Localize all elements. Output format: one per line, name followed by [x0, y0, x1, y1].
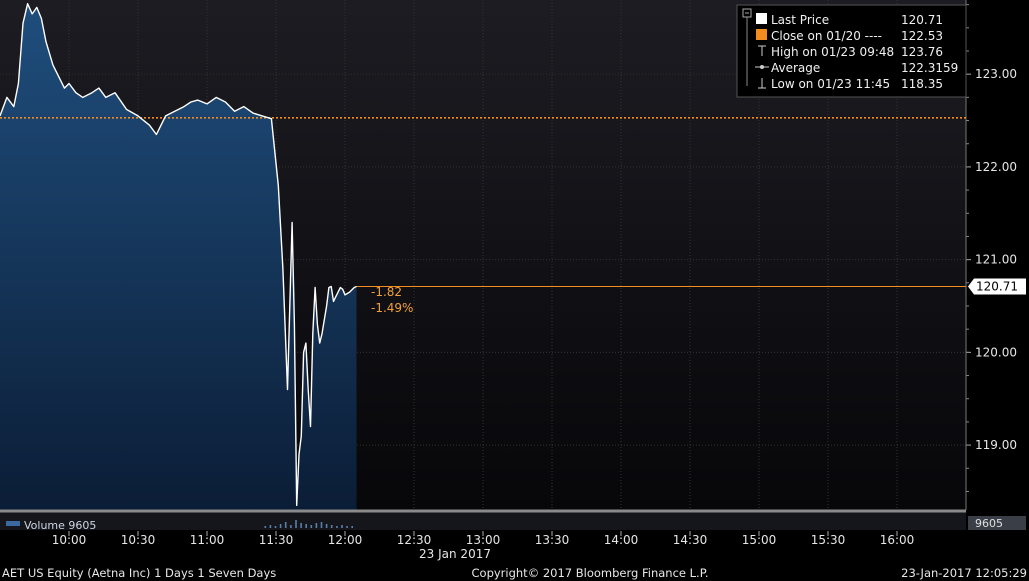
y-axis-ticks: 119.00 120.00 121.00 122.00 123.00	[966, 4, 1017, 492]
legend-item-value: 123.76	[901, 45, 943, 59]
x-tick-label: 13:30	[535, 533, 570, 547]
footer-timestamp: 23-Jan-2017 12:05:29	[901, 566, 1027, 580]
price-area-fill	[0, 3, 357, 510]
y-tick-label: 119.00	[975, 438, 1017, 452]
x-tick-label: 10:00	[52, 533, 87, 547]
x-tick-label: 11:30	[259, 533, 294, 547]
x-tick-label: 15:00	[742, 533, 777, 547]
volume-bar	[346, 526, 348, 528]
legend-item-label: Average	[771, 61, 820, 75]
x-axis-ticks: 10:00 10:30 11:00 11:30 12:00 12:30 13:00 13:30…	[52, 531, 915, 547]
last-price-marker: 120.71	[356, 278, 1026, 295]
y-axis-panel	[966, 0, 1029, 530]
volume-bars	[264, 520, 353, 528]
volume-legend-icon	[6, 521, 20, 526]
last-price-tag-label: 120.71	[976, 280, 1018, 294]
volume-bar	[284, 522, 287, 528]
y-tick-label: 122.00	[975, 160, 1017, 174]
volume-bar	[351, 526, 353, 528]
volume-bar	[264, 526, 267, 528]
x-axis-date-label: 23 Jan 2017	[419, 547, 491, 561]
average-marker-icon	[755, 65, 769, 69]
volume-bar	[315, 523, 318, 528]
volume-bar	[305, 524, 307, 528]
legend: Last Price 120.71 Close on 01/20 ---- 12…	[736, 4, 967, 98]
volume-bar	[300, 523, 302, 528]
legend-item-label: High on 01/23 09:48	[771, 45, 894, 59]
volume-tag-label: 9605	[975, 517, 1003, 530]
x-tick-label: 14:00	[604, 533, 639, 547]
last-price-tag	[968, 278, 1026, 295]
volume-bar	[290, 525, 292, 528]
low-marker-icon	[758, 78, 766, 89]
volume-bar	[320, 522, 323, 528]
volume-bar	[341, 525, 343, 528]
legend-item-label: Low on 01/23 11:45	[771, 77, 890, 91]
price-area	[0, 3, 357, 510]
orange-square-icon	[756, 29, 767, 40]
y-tick-label: 123.00	[975, 67, 1017, 81]
volume-bar	[279, 524, 282, 528]
volume-bar	[274, 526, 277, 528]
legend-item-label: Last Price	[771, 13, 829, 27]
legend-item-value: 122.53	[901, 29, 943, 43]
footer-security-label: AET US Equity (Aetna Inc) 1 Days 1 Seven…	[2, 566, 276, 580]
x-tick-label: 11:00	[190, 533, 225, 547]
x-tick-label: 16:00	[880, 533, 915, 547]
volume-background	[0, 511, 966, 530]
legend-item-high: High on 01/23 09:48 123.76	[758, 45, 943, 59]
y-tick-label: 120.00	[975, 345, 1017, 359]
volume-bar	[325, 524, 328, 528]
volume-legend-label: Volume 9605	[24, 519, 96, 532]
white-square-icon	[756, 13, 767, 24]
x-tick-label: 15:30	[811, 533, 846, 547]
volume-bar	[295, 520, 297, 528]
volume-bar	[336, 526, 338, 528]
high-marker-icon	[758, 45, 766, 56]
legend-item-value: 118.35	[901, 77, 943, 91]
legend-item-low: Low on 01/23 11:45 118.35	[758, 77, 943, 91]
legend-item-close: Close on 01/20 ---- 122.53	[756, 29, 943, 43]
legend-item-value: 120.71	[901, 13, 943, 27]
x-tick-label: 10:30	[121, 533, 156, 547]
x-tick-label: 12:00	[328, 533, 363, 547]
legend-item-label: Close on 01/20 ----	[771, 29, 882, 43]
x-tick-label: 12:30	[397, 533, 432, 547]
legend-box	[736, 4, 967, 98]
legend-item-last-price: Last Price 120.71	[756, 13, 943, 27]
volume-tag	[968, 516, 1026, 530]
footer-copyright: Copyright© 2017 Bloomberg Finance L.P.	[472, 566, 709, 580]
y-tick-label: 121.00	[975, 253, 1017, 267]
legend-item-value: 122.3159	[901, 61, 958, 75]
volume-bar	[330, 525, 333, 528]
x-tick-label: 13:00	[466, 533, 501, 547]
legend-item-average: Average 122.3159	[755, 61, 958, 75]
change-pct-label: -1.49%	[371, 301, 413, 315]
volume-bar	[310, 525, 313, 528]
x-tick-label: 14:30	[673, 533, 708, 547]
price-line	[0, 3, 357, 507]
volume-panel: Volume 9605 9605	[0, 509, 1026, 532]
change-abs-label: -1.82	[371, 285, 402, 299]
volume-bar	[269, 525, 272, 528]
last-price-line	[0, 3, 357, 507]
